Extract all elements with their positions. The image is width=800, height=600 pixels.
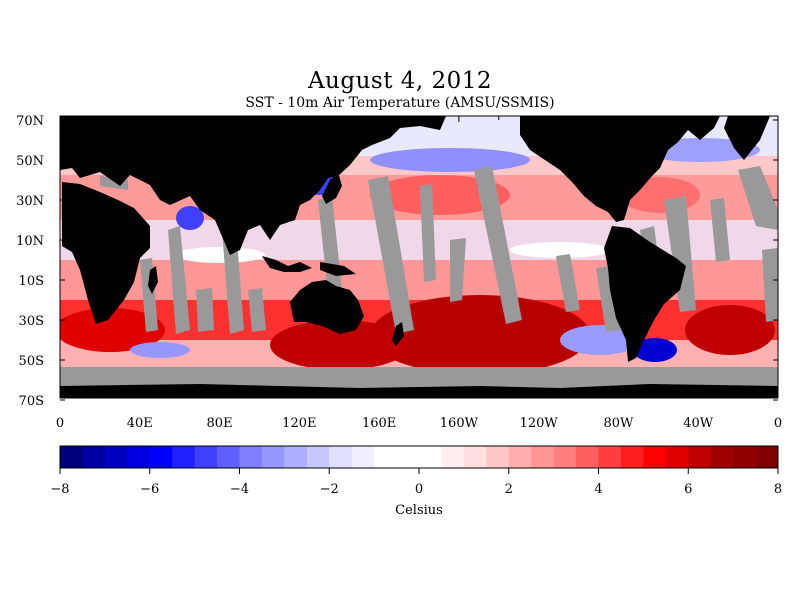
colorbar-swatch	[284, 446, 308, 468]
map-subtitle: SST - 10m Air Temperature (AMSU/SSMIS)	[245, 95, 555, 111]
lon-label: 40W	[683, 416, 714, 431]
colorbar-swatch	[396, 446, 420, 468]
lon-label: 160E	[362, 416, 396, 431]
lat-label: 30N	[16, 194, 44, 209]
lon-label: 0	[56, 416, 64, 431]
colorbar-swatch	[217, 446, 240, 468]
lat-label: 10S	[19, 274, 44, 289]
colorbar-swatch	[620, 446, 644, 468]
colorbar-swatch	[710, 446, 734, 468]
colorbar-swatch	[306, 446, 330, 468]
lat-label: 50N	[16, 154, 44, 169]
colorbar-tick-label: −6	[140, 482, 159, 497]
colorbar-swatch	[643, 446, 667, 468]
colorbar-ticks: −8 −6 −4 −2 0 2 4 6 8	[50, 468, 782, 497]
colorbar-swatch	[688, 446, 712, 468]
colorbar-swatch	[733, 446, 757, 468]
colorbar-tick-label: 2	[505, 482, 513, 497]
colorbar-swatch	[239, 446, 263, 468]
colorbar-swatch	[553, 446, 577, 468]
colorbar-swatch	[60, 446, 83, 468]
map-title: August 4, 2012	[307, 68, 493, 94]
land-masses	[60, 116, 778, 398]
colorbar-swatch	[755, 446, 779, 468]
lat-label: 30S	[19, 314, 44, 329]
colorbar-swatch	[374, 446, 398, 468]
lat-label: 70N	[16, 114, 44, 129]
lon-label: 40E	[127, 416, 153, 431]
colorbar-swatch	[149, 446, 173, 468]
colorbar-swatch	[665, 446, 689, 468]
colorbar-unit-label: Celsius	[395, 503, 443, 518]
colorbar-tick-label: 6	[684, 482, 692, 497]
lat-label: 50S	[19, 354, 44, 369]
lon-label: 120E	[282, 416, 316, 431]
lon-label: 160W	[440, 416, 479, 431]
colorbar-tick-label: −4	[230, 482, 249, 497]
colorbar-swatch	[261, 446, 285, 468]
colorbar-tick-label: 8	[774, 482, 782, 497]
colorbar-swatch	[419, 446, 442, 468]
lon-label: 0	[774, 416, 782, 431]
lon-label: 120W	[520, 416, 559, 431]
colorbar-swatch	[576, 446, 599, 468]
lon-label: 80E	[207, 416, 233, 431]
latitude-axis: 70N 50N 30N 10N 10S 30S 50S 70S	[16, 114, 778, 409]
colorbar-swatch	[598, 446, 622, 468]
colorbar-swatch	[104, 446, 128, 468]
longitude-axis: 0 40E 80E 120E 160E 160W 120W 80W 40W 0	[56, 116, 782, 431]
lat-label: 70S	[19, 394, 44, 409]
colorbar-tick-label: 0	[415, 482, 423, 497]
colorbar-swatch	[172, 446, 196, 468]
colorbar-swatch	[329, 446, 353, 468]
colorbar-tick-label: −8	[50, 482, 69, 497]
colorbar-tick-label: 4	[594, 482, 602, 497]
lat-label: 10N	[16, 234, 44, 249]
colorbar-swatch	[463, 446, 487, 468]
colorbar	[60, 446, 779, 468]
colorbar-swatch	[351, 446, 375, 468]
colorbar-swatch	[194, 446, 218, 468]
lon-label: 80W	[603, 416, 634, 431]
colorbar-swatch	[82, 446, 106, 468]
colorbar-swatch	[127, 446, 151, 468]
colorbar-swatch	[508, 446, 532, 468]
colorbar-swatch	[441, 446, 465, 468]
colorbar-swatch	[531, 446, 555, 468]
colorbar-tick-label: −2	[320, 482, 339, 497]
colorbar-swatch	[486, 446, 510, 468]
